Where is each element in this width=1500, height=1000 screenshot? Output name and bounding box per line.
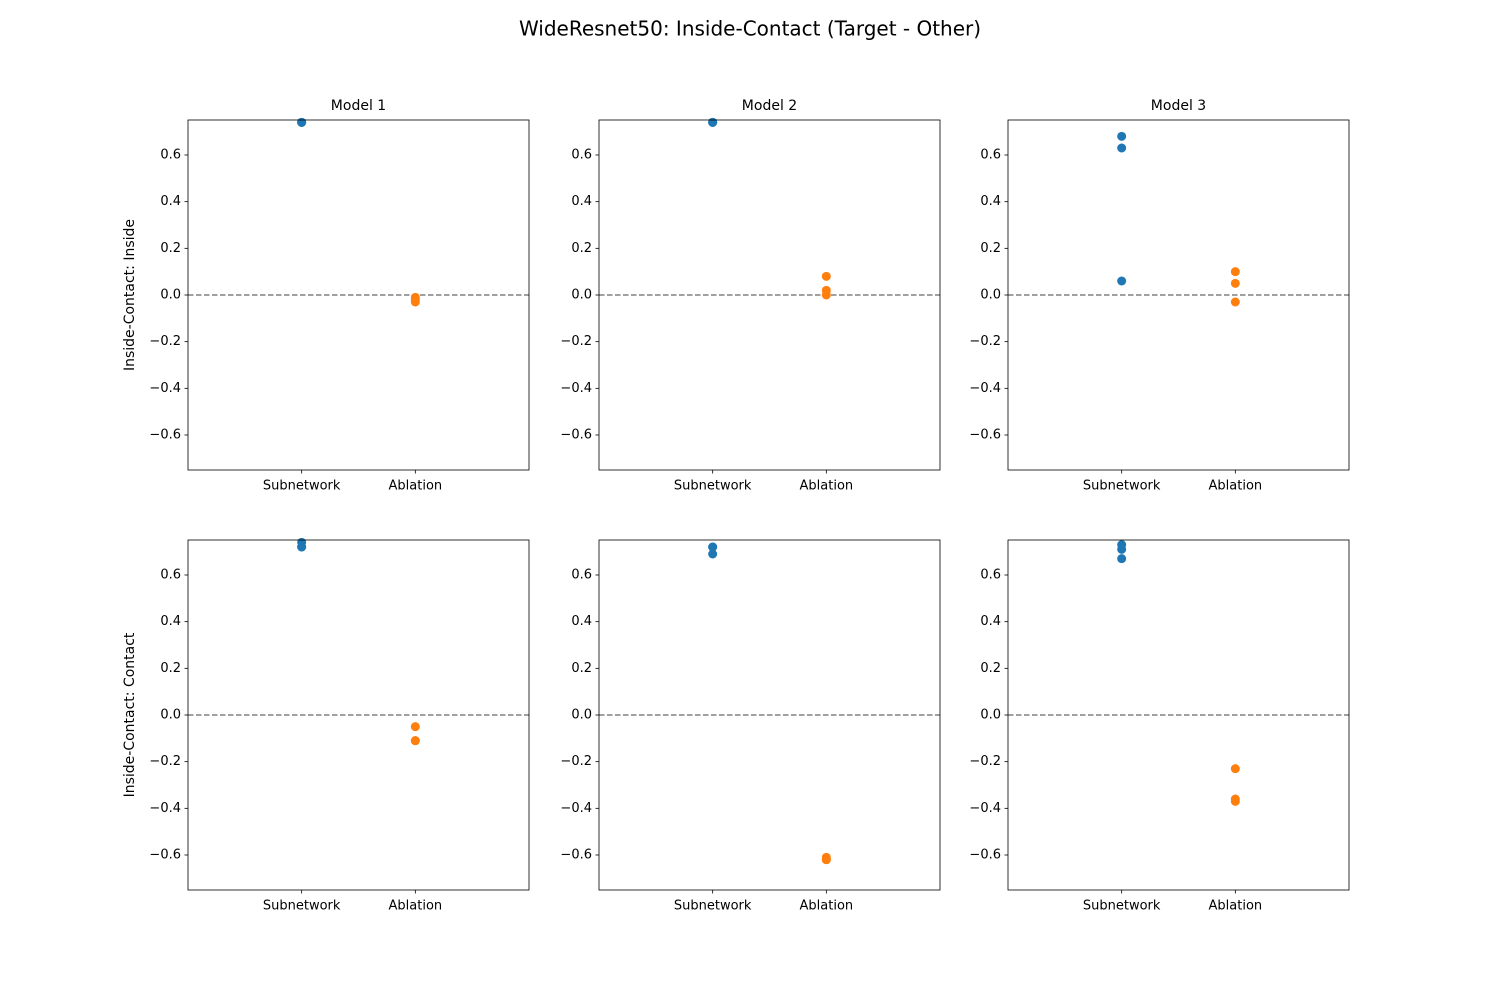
y-tick-label: −0.4 bbox=[149, 801, 181, 816]
y-tick-label: 0.0 bbox=[980, 288, 1001, 303]
y-tick-label: 0.0 bbox=[160, 708, 181, 723]
figure-title: WideResnet50: Inside-Contact (Target - O… bbox=[519, 17, 981, 41]
y-tick-label: 0.6 bbox=[980, 148, 1001, 163]
axes-frame bbox=[187, 539, 530, 891]
x-tick-label: Ablation bbox=[800, 899, 854, 914]
y-tick-label: −0.4 bbox=[969, 801, 1001, 816]
y-tick-label: −0.4 bbox=[969, 381, 1001, 396]
data-point bbox=[1117, 276, 1127, 286]
y-tick-label: −0.4 bbox=[149, 381, 181, 396]
data-point bbox=[1230, 278, 1240, 288]
y-tick-label: 0.2 bbox=[980, 241, 1001, 256]
y-tick-label: −0.6 bbox=[149, 428, 181, 443]
subplot-title: Model 3 bbox=[1151, 98, 1206, 114]
data-point bbox=[410, 297, 420, 307]
y-tick-label: 0.6 bbox=[980, 568, 1001, 583]
data-point bbox=[1117, 143, 1127, 153]
data-point bbox=[1230, 796, 1240, 806]
y-tick-label: 0.0 bbox=[571, 288, 592, 303]
y-tick-label: 0.0 bbox=[571, 708, 592, 723]
y-tick-label: −0.2 bbox=[560, 334, 592, 349]
y-tick-label: −0.2 bbox=[149, 334, 181, 349]
data-point bbox=[410, 722, 420, 732]
y-tick-label: 0.4 bbox=[980, 614, 1001, 629]
y-tick-label: −0.6 bbox=[969, 848, 1001, 863]
y-tick-label: 0.2 bbox=[980, 661, 1001, 676]
x-tick-label: Subnetwork bbox=[1083, 899, 1161, 914]
data-point bbox=[821, 271, 831, 281]
data-point bbox=[1230, 297, 1240, 307]
y-tick-label: 0.2 bbox=[571, 241, 592, 256]
y-tick-label: 0.6 bbox=[160, 148, 181, 163]
y-tick-label: 0.4 bbox=[160, 614, 181, 629]
y-tick-label: 0.4 bbox=[571, 614, 592, 629]
y-tick-label: 0.4 bbox=[571, 194, 592, 209]
x-tick-label: Ablation bbox=[1209, 479, 1263, 494]
axes-frame bbox=[1007, 119, 1350, 471]
data-point bbox=[1230, 267, 1240, 277]
data-point bbox=[1230, 764, 1240, 774]
data-point bbox=[297, 117, 307, 127]
subplot-title: Model 1 bbox=[331, 98, 386, 114]
y-tick-label: −0.4 bbox=[560, 381, 592, 396]
y-tick-label: −0.6 bbox=[560, 428, 592, 443]
y-tick-label: −0.4 bbox=[560, 801, 592, 816]
x-tick-label: Ablation bbox=[800, 479, 854, 494]
data-point bbox=[708, 117, 718, 127]
axes-frame bbox=[598, 539, 941, 891]
y-tick-label: −0.2 bbox=[969, 334, 1001, 349]
y-tick-label: 0.6 bbox=[571, 148, 592, 163]
x-tick-label: Subnetwork bbox=[674, 899, 752, 914]
x-tick-label: Subnetwork bbox=[263, 899, 341, 914]
x-tick-label: Ablation bbox=[389, 479, 443, 494]
y-tick-label: −0.6 bbox=[560, 848, 592, 863]
x-tick-label: Ablation bbox=[1209, 899, 1263, 914]
y-tick-label: −0.2 bbox=[969, 754, 1001, 769]
y-tick-label: 0.2 bbox=[160, 661, 181, 676]
subplot-title: Model 2 bbox=[742, 98, 797, 114]
x-tick-label: Subnetwork bbox=[1083, 479, 1161, 494]
data-point bbox=[708, 549, 718, 559]
data-point bbox=[708, 542, 718, 552]
axes-frame bbox=[187, 119, 530, 471]
y-tick-label: −0.6 bbox=[149, 848, 181, 863]
y-tick-label: −0.2 bbox=[560, 754, 592, 769]
y-axis-label: Inside-Contact: Contact bbox=[122, 632, 138, 797]
x-tick-label: Subnetwork bbox=[263, 479, 341, 494]
axes-frame bbox=[1007, 539, 1350, 891]
y-tick-label: 0.0 bbox=[160, 288, 181, 303]
axes-frame bbox=[598, 119, 941, 471]
y-tick-label: 0.4 bbox=[980, 194, 1001, 209]
data-point bbox=[1117, 554, 1127, 564]
data-point bbox=[410, 736, 420, 746]
data-point bbox=[821, 855, 831, 865]
y-tick-label: 0.6 bbox=[160, 568, 181, 583]
x-tick-label: Subnetwork bbox=[674, 479, 752, 494]
y-tick-label: 0.2 bbox=[160, 241, 181, 256]
y-tick-label: 0.4 bbox=[160, 194, 181, 209]
data-point bbox=[821, 290, 831, 300]
y-tick-label: 0.0 bbox=[980, 708, 1001, 723]
y-tick-label: −0.2 bbox=[149, 754, 181, 769]
x-tick-label: Ablation bbox=[389, 899, 443, 914]
data-point bbox=[1117, 131, 1127, 141]
y-tick-label: 0.6 bbox=[571, 568, 592, 583]
y-axis-label: Inside-Contact: Inside bbox=[122, 219, 138, 371]
y-tick-label: 0.2 bbox=[571, 661, 592, 676]
data-point bbox=[1117, 544, 1127, 554]
data-point bbox=[297, 542, 307, 552]
y-tick-label: −0.6 bbox=[969, 428, 1001, 443]
